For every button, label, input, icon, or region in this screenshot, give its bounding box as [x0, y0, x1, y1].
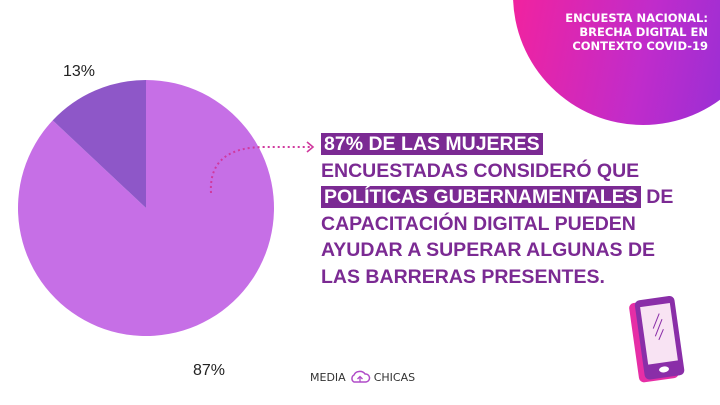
- pie-slice-13: [52, 80, 146, 208]
- smartphone-icon: [629, 296, 685, 383]
- slice-label-13: 13%: [63, 63, 96, 80]
- header-title: ENCUESTA NACIONAL: BRECHA DIGITAL EN CON…: [565, 11, 708, 53]
- header-circle: [513, 0, 720, 125]
- arrow-head-icon: [306, 141, 315, 153]
- mediachicas-logo: MEDIA CHICAS: [310, 370, 416, 384]
- dotted-arrow: [209, 146, 312, 194]
- headline-message: 87% DE LAS MUJERES ENCUESTADAS CONSIDERÓ…: [321, 133, 674, 288]
- slice-label-87: 87%: [193, 362, 226, 379]
- cloud-upload-icon: [350, 370, 370, 383]
